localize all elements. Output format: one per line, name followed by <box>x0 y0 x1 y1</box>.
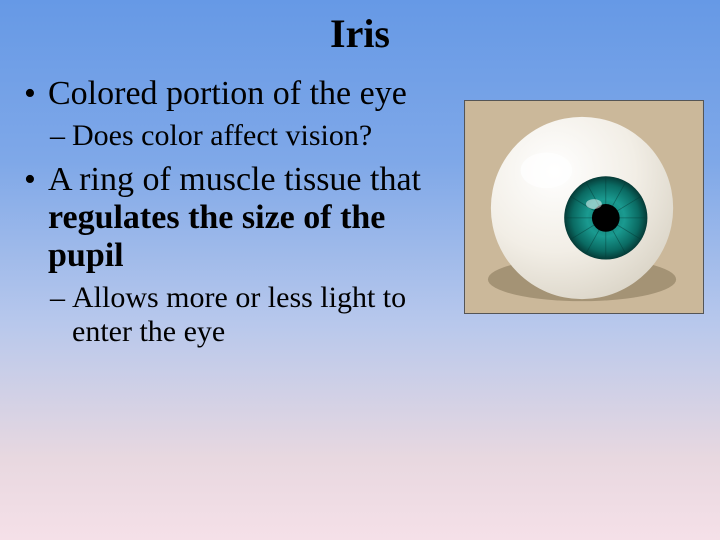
bullet-marker: • <box>20 75 48 113</box>
bullet-item: • A ring of muscle tissue that regulates… <box>20 161 460 275</box>
bullet-text: Allows more or less light to enter the e… <box>72 281 460 349</box>
slide-body: • Colored portion of the eye – Does colo… <box>0 57 480 349</box>
eyeball-model-photo <box>464 100 704 314</box>
bullet-text: Does color affect vision? <box>72 119 460 153</box>
slide-title: Iris <box>0 0 720 57</box>
bullet-marker: • <box>20 161 48 199</box>
iris-highlight <box>586 199 602 209</box>
bullet-marker: – <box>50 281 72 315</box>
sub-bullet-item: – Does color affect vision? <box>20 119 460 153</box>
bullet-text-pre: A ring of muscle tissue that <box>48 161 421 198</box>
sub-bullet-item: – Allows more or less light to enter the… <box>20 281 460 349</box>
bullet-text: A ring of muscle tissue that regulates t… <box>48 161 460 275</box>
bullet-marker: – <box>50 119 72 153</box>
eyeball-highlight <box>521 153 573 189</box>
bullet-text-bold: regulates the size of the pupil <box>48 199 385 274</box>
bullet-item: • Colored portion of the eye <box>20 75 460 113</box>
bullet-text: Colored portion of the eye <box>48 75 460 113</box>
